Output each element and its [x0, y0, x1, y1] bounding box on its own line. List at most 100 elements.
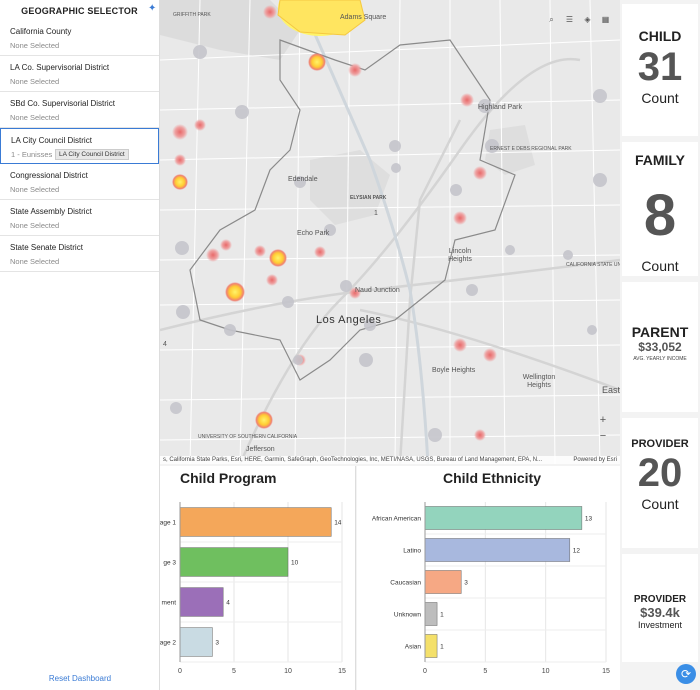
- map-label: CALIFORNIA STATE UNIVERSITY LOS ANGELES: [566, 262, 620, 268]
- child-program-chart: Child Program 0 5 10 15 age 1 14 ge 3 10 ment 4 ag…: [160, 466, 356, 690]
- selector-item-label: State Assembly District: [10, 207, 92, 216]
- map-label: 4: [163, 341, 167, 348]
- map-canvas: [160, 0, 620, 464]
- tick-label: 0: [423, 668, 427, 675]
- map-label: ERNEST E DEBS REGIONAL PARK: [490, 146, 572, 152]
- pin-icon[interactable]: ✦: [148, 3, 157, 14]
- attribution-text: s, California State Parks, Esri, HERE, G…: [163, 457, 543, 463]
- stat-value: $33,052: [638, 340, 682, 354]
- stat-title: PROVIDER: [633, 594, 687, 605]
- map-label: Edendale: [288, 176, 318, 183]
- stat-title: FAMILY: [634, 152, 686, 168]
- selector-item-label: LA City Council District: [11, 136, 92, 145]
- category-label: ge 3: [163, 560, 176, 567]
- stat-value: 8: [643, 183, 677, 248]
- child-ethnicity-chart: Child Ethnicity 0 5 10 15 African American 13…: [357, 466, 620, 690]
- bar: [424, 570, 462, 594]
- selector-item-value: None Selected: [10, 257, 60, 266]
- refresh-icon[interactable]: ⟳: [676, 664, 696, 684]
- selector-item-sbd-supervisorial[interactable]: SBd Co. Supervisorial District None Sele…: [0, 92, 159, 128]
- map-label: Los Angeles: [316, 314, 382, 326]
- bar: [179, 627, 213, 657]
- selector-item-congressional[interactable]: Congressional District None Selected: [0, 164, 159, 200]
- stat-value: $39.4k: [640, 605, 680, 620]
- zoom-in-button[interactable]: +: [599, 414, 607, 426]
- data-label: 1: [440, 612, 444, 619]
- map-label: GRIFFITH PARK: [173, 12, 211, 18]
- tick-label: 10: [284, 668, 292, 675]
- bar: [424, 634, 438, 658]
- category-label: age 2: [160, 640, 176, 647]
- family-stat-card: FAMILY 8 Count: [622, 142, 698, 276]
- stat-title: CHILD: [638, 28, 682, 44]
- basemap-icon[interactable]: ▦: [601, 15, 610, 24]
- tick-label: 0: [178, 668, 182, 675]
- stats-column: CHILD 31 Count FAMILY 8 Count PARENT $33…: [620, 0, 700, 690]
- map-label: Wellington Heights: [522, 374, 556, 389]
- chart-title: Child Ethnicity: [443, 470, 541, 486]
- data-label: 4: [226, 600, 230, 607]
- geographic-selector-panel: GEOGRAPHIC SELECTOR ✦ California County …: [0, 0, 160, 690]
- bar: [424, 506, 583, 530]
- map-label: UNIVERSITY OF SOUTHERN CALIFORNIA: [198, 434, 297, 440]
- selector-item-label: SBd Co. Supervisorial District: [10, 99, 115, 108]
- provider-count-card: PROVIDER 20 Count: [622, 418, 698, 548]
- category-label: Latino: [403, 548, 421, 555]
- stat-title: PROVIDER: [631, 438, 689, 450]
- selector-item-value: None Selected: [10, 113, 60, 122]
- data-label: 13: [585, 516, 593, 523]
- selector-item-la-supervisorial[interactable]: LA Co. Supervisorial District None Selec…: [0, 56, 159, 92]
- layers-icon[interactable]: ◈: [584, 15, 591, 24]
- stat-value: 31: [637, 45, 683, 89]
- selector-item-state-senate[interactable]: State Senate District None Selected: [0, 236, 159, 272]
- bar: [424, 602, 438, 626]
- bar: [424, 538, 571, 562]
- selector-item-value: 1 - Eunisses H: [11, 150, 60, 159]
- data-label: 1: [440, 644, 444, 651]
- map-label: Naud Junction: [355, 287, 400, 294]
- selector-item-label: LA Co. Supervisorial District: [10, 63, 110, 72]
- tick-label: 10: [542, 668, 550, 675]
- selector-item-california-county[interactable]: California County None Selected: [0, 20, 159, 56]
- selector-item-la-city-council[interactable]: LA City Council District 1 - Eunisses H: [0, 128, 159, 164]
- legend-icon[interactable]: ☰: [565, 15, 574, 24]
- selector-item-value: None Selected: [10, 77, 60, 86]
- selector-item-state-assembly[interactable]: State Assembly District None Selected: [0, 200, 159, 236]
- stat-unit: Count: [641, 258, 679, 274]
- selector-title: GEOGRAPHIC SELECTOR: [21, 6, 138, 16]
- map-label: East: [602, 385, 620, 395]
- category-label: ment: [162, 600, 177, 607]
- search-icon[interactable]: ⌕: [549, 15, 554, 24]
- stat-unit: Count: [641, 90, 679, 106]
- bar: [179, 507, 332, 537]
- selector-item-label: State Senate District: [10, 243, 83, 252]
- map-label: ELYSIAN PARK: [350, 195, 387, 201]
- selector-item-label: Congressional District: [10, 171, 88, 180]
- selector-item-label: California County: [10, 27, 72, 36]
- category-label: Unknown: [394, 612, 421, 619]
- map-label: Boyle Heights: [432, 367, 476, 374]
- zoom-controls: + −: [596, 414, 610, 446]
- zoom-out-button[interactable]: −: [599, 430, 607, 442]
- stat-unit: Investment: [637, 620, 683, 630]
- provider-investment-card: PROVIDER $39.4k Investment: [622, 554, 698, 662]
- data-label: 10: [291, 560, 299, 567]
- map-label: Highland Park: [478, 104, 522, 111]
- stat-value: 20: [637, 451, 683, 495]
- tick-label: 5: [232, 668, 236, 675]
- stat-title: PARENT: [631, 324, 689, 340]
- reset-dashboard-link[interactable]: Reset Dashboard: [48, 674, 112, 683]
- parent-stat-card: PARENT $33,052 AVG. YEARLY INCOME: [622, 282, 698, 412]
- tooltip: LA City Council District: [55, 149, 129, 160]
- data-label: 3: [464, 580, 468, 587]
- tick-label: 15: [602, 668, 610, 675]
- data-label: 14: [334, 520, 342, 527]
- map[interactable]: Adams Square GRIFFITH PARK Highland Park…: [160, 0, 620, 464]
- bar: [179, 547, 289, 577]
- map-label: 1: [374, 210, 378, 217]
- powered-by-esri[interactable]: Powered by Esri: [573, 457, 617, 463]
- chart-title: Child Program: [180, 470, 277, 486]
- selector-item-value: None Selected: [10, 185, 60, 194]
